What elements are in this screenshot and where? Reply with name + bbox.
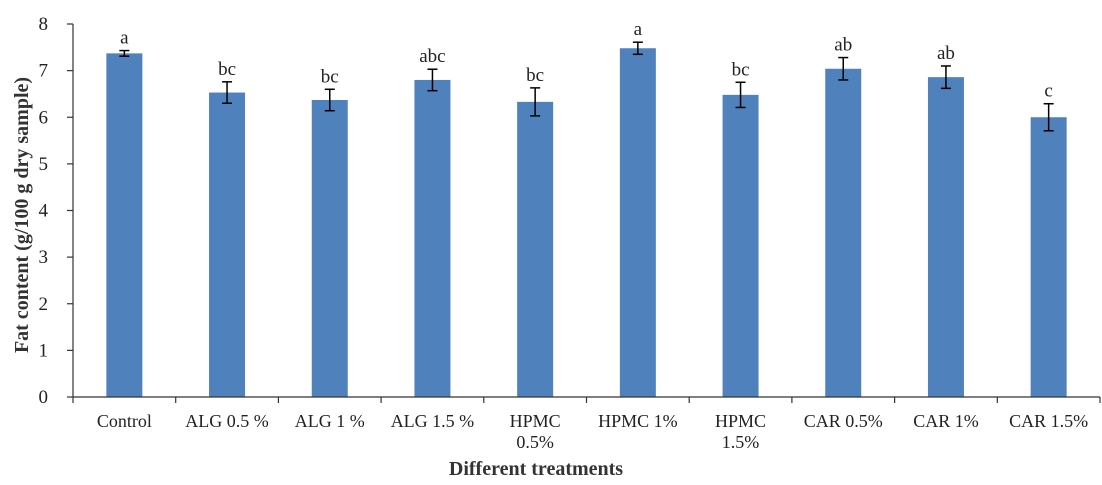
- significance-label: ab: [834, 35, 852, 56]
- y-tick-label: 5: [39, 154, 49, 175]
- y-tick-labels-group: 0 1 2 3 4 5 6 7 8: [39, 14, 49, 408]
- x-tick-label: CAR 0.5%: [804, 411, 883, 431]
- significance-label: bc: [732, 59, 750, 80]
- significance-label: c: [1044, 81, 1052, 102]
- x-tick-label: CAR 1.5%: [1009, 411, 1088, 431]
- bar: [311, 99, 348, 397]
- bar: [722, 94, 759, 398]
- y-tick-label: 6: [39, 107, 49, 128]
- significance-label: bc: [526, 65, 544, 86]
- x-tick-label: ALG 1.5 %: [391, 411, 475, 431]
- bar: [106, 53, 143, 397]
- x-tick-label: ALG 1 %: [295, 411, 365, 431]
- y-axis-title: Fat content (g/100 g dry sample): [11, 77, 33, 353]
- significance-label: a: [634, 19, 643, 40]
- bars-group: [106, 48, 1067, 398]
- y-tick-label: 3: [39, 247, 49, 268]
- x-tick-labels-group: Control ALG 0.5 % ALG 1 % ALG 1.5 % HPMC0.5%…: [97, 411, 1088, 452]
- x-tick-label: HPMC: [715, 411, 766, 431]
- x-tick-label: HPMC 1%: [598, 411, 678, 431]
- axes-group: [67, 23, 1101, 403]
- x-tick-label: HPMC: [510, 411, 561, 431]
- bar: [414, 79, 451, 397]
- x-tick-label: Control: [97, 411, 152, 431]
- x-tick-label: ALG 0.5 %: [185, 411, 269, 431]
- bar: [209, 92, 246, 397]
- bar: [927, 77, 964, 397]
- x-tick-label: CAR 1%: [913, 411, 979, 431]
- bar: [517, 101, 554, 398]
- error-bars-group: [119, 41, 1054, 132]
- x-tick-label: 0.5%: [516, 432, 554, 452]
- y-tick-label: 7: [39, 61, 49, 82]
- bar: [1030, 117, 1067, 397]
- y-tick-label: 4: [39, 201, 49, 222]
- significance-label: a: [120, 28, 129, 49]
- x-axis-title: Different treatments: [449, 458, 623, 480]
- significance-label: bc: [218, 59, 236, 80]
- y-tick-label: 1: [39, 340, 49, 361]
- bar: [619, 48, 656, 398]
- bar: [825, 68, 862, 397]
- y-tick-label: 2: [39, 294, 49, 315]
- y-tick-label: 0: [39, 387, 49, 408]
- x-tick-label: 1.5%: [722, 432, 760, 452]
- y-tick-label: 8: [39, 14, 49, 35]
- significance-label: abc: [419, 46, 445, 67]
- significance-label: ab: [937, 43, 955, 64]
- significance-label: bc: [321, 66, 339, 87]
